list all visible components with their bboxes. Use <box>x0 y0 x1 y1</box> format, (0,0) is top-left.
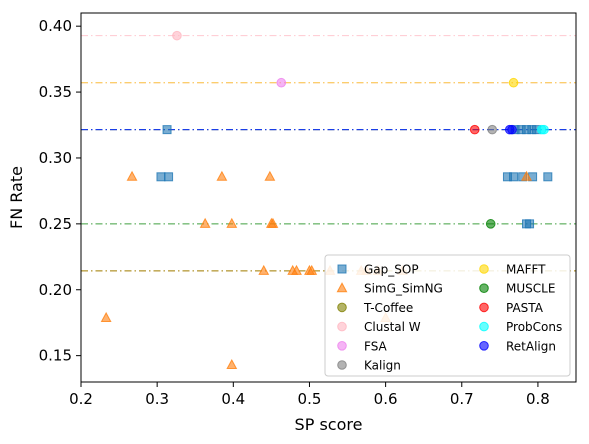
point-gap-sop <box>162 125 172 135</box>
legend-label: Kalign <box>364 359 401 373</box>
x-axis-label: SP score <box>295 415 363 434</box>
point-simg-simng <box>226 217 238 228</box>
x-tick-label: 0.5 <box>298 390 322 408</box>
legend-item-muscle: MUSCLE <box>479 282 555 296</box>
legend-marker-pasta <box>479 302 489 313</box>
legend-box <box>324 254 571 377</box>
point-simg-simng <box>264 170 276 181</box>
point-simg-simng <box>306 264 318 275</box>
legend-label: PASTA <box>506 301 544 315</box>
point-retalign <box>507 124 517 135</box>
x-tick-label: 0.7 <box>450 390 474 408</box>
point-simg-simng <box>521 170 532 181</box>
point-gap-sop <box>543 172 553 182</box>
point-gap-sop <box>509 172 519 182</box>
legend-label: MAFFT <box>506 263 546 277</box>
y-tick-label: 0.25 <box>39 215 72 233</box>
point-simg-simng <box>258 264 270 275</box>
point-simg-simng <box>226 358 238 369</box>
legend-marker-probcons <box>479 321 489 332</box>
legend-item-t-coffee: T-Coffee <box>337 301 413 315</box>
point-gap-sop <box>156 172 166 182</box>
x-tick-label: 0.2 <box>69 390 93 408</box>
point-clustal-w <box>172 30 182 41</box>
legend-marker-simg-simng <box>336 282 348 293</box>
y-tick-label: 0.40 <box>39 17 72 35</box>
plot-frame <box>80 12 577 383</box>
x-tick-label: 0.3 <box>145 390 169 408</box>
y-tick-label: 0.35 <box>39 83 72 101</box>
point-kalign <box>487 124 498 135</box>
legend: Gap_SOP SimG_SimNG T-Coffee Clustal W FSA Kal… <box>324 254 571 377</box>
point-probcons <box>539 124 549 135</box>
y-axis-label: FN Rate <box>7 166 26 229</box>
legend-label: T-Coffee <box>363 301 413 315</box>
point-simg-simng <box>126 170 138 181</box>
point-simg-simng <box>100 311 112 322</box>
point-simg-simng <box>216 170 228 181</box>
point-simg-simng <box>291 264 302 275</box>
legend-marker-clustal-w <box>337 321 347 332</box>
legend-label: SimG_SimNG <box>364 282 443 296</box>
legend-marker-muscle <box>479 283 489 294</box>
legend-marker-fsa <box>337 341 347 351</box>
point-simg-simng <box>199 217 211 228</box>
legend-marker-kalign <box>337 360 347 370</box>
point-simg-simng <box>267 217 279 228</box>
legend-marker-mafft <box>479 264 489 274</box>
point-pasta <box>469 124 480 135</box>
point-muscle <box>485 219 496 229</box>
legend-label: RetAlign <box>506 339 556 353</box>
legend-label: Clustal W <box>364 320 421 334</box>
legend-item-kalign: Kalign <box>337 359 401 373</box>
legend-item-mafft: MAFFT <box>479 263 546 277</box>
legend-marker-retalign <box>479 341 489 351</box>
legend-item-fsa: FSA <box>337 339 388 353</box>
legend-label: ProbCons <box>506 320 562 334</box>
legend-item-clustal-w: Clustal W <box>337 320 421 334</box>
legend-label: FSA <box>364 339 388 353</box>
legend-marker-gap-sop <box>337 264 347 274</box>
point-gap-sop <box>164 172 174 182</box>
legend-label: Gap_SOP <box>364 263 419 277</box>
legend-item-probcons: ProbCons <box>479 320 562 334</box>
y-tick-label: 0.30 <box>39 149 72 167</box>
reference-lines <box>81 35 576 272</box>
point-gap-sop <box>525 219 535 229</box>
legend-marker-t-coffee <box>337 302 347 313</box>
x-tick-label: 0.4 <box>221 390 245 408</box>
legend-label: MUSCLE <box>506 282 555 296</box>
legend-item-simg-simng: SimG_SimNG <box>336 282 443 296</box>
point-mafft <box>508 77 519 88</box>
x-axis-ticks: 0.2 0.3 0.4 0.5 0.6 0.7 0.8 <box>69 382 550 408</box>
y-tick-label: 0.20 <box>39 281 72 299</box>
legend-item-gap-sop: Gap_SOP <box>337 263 419 277</box>
y-tick-label: 0.15 <box>39 347 72 365</box>
x-tick-label: 0.8 <box>526 390 550 408</box>
point-fsa <box>276 77 287 88</box>
legend-item-retalign: RetAlign <box>479 339 556 353</box>
legend-item-pasta: PASTA <box>479 301 544 315</box>
y-axis-ticks: 0.15 0.20 0.25 0.30 0.35 0.40 <box>39 17 81 365</box>
x-tick-label: 0.6 <box>374 390 398 408</box>
